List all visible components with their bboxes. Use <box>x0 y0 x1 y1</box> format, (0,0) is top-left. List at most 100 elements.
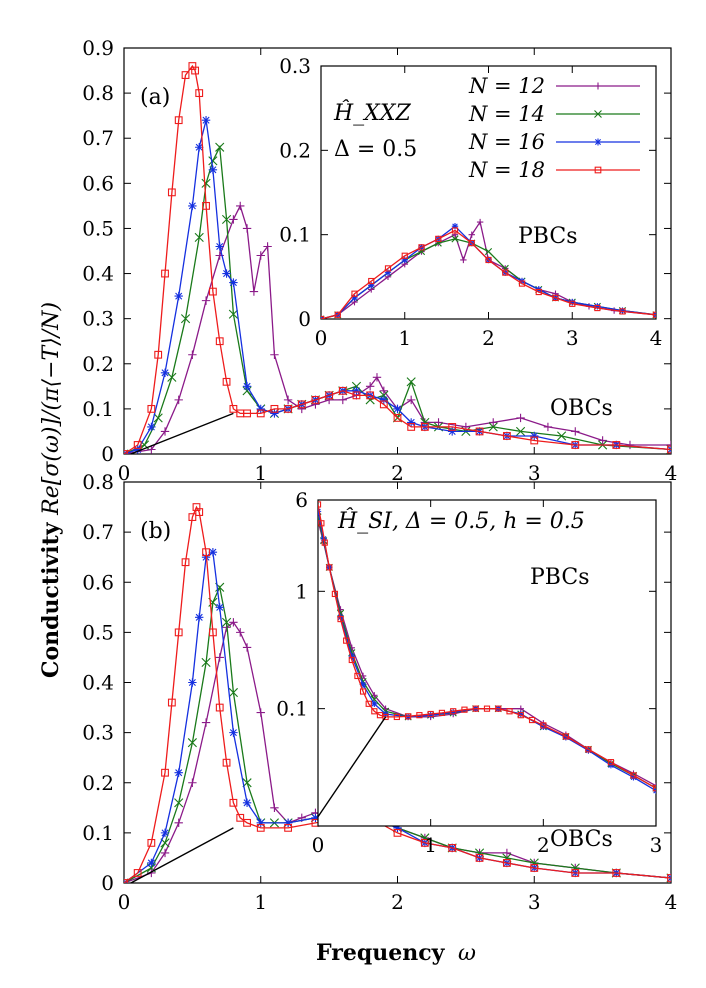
a-main-point <box>352 391 361 400</box>
b-inset-point <box>517 712 524 719</box>
a-main-point <box>488 422 498 432</box>
b-main-ytick-label: 0.1 <box>82 821 114 845</box>
a-main-point <box>228 309 238 319</box>
b-inset-xtick-label: 3 <box>650 833 663 857</box>
b-inset-series-group <box>318 501 656 794</box>
a-main-point <box>201 115 211 125</box>
b-inset-frame <box>317 499 657 827</box>
a-main-point <box>208 165 218 174</box>
legend-entry-marker <box>594 138 602 146</box>
b-main-point <box>147 838 156 847</box>
b-inset-point <box>348 656 355 664</box>
b-main-point <box>160 828 170 838</box>
a-main-point <box>167 188 176 197</box>
a-main-point <box>174 291 183 301</box>
b-main-ytick-label: 0.8 <box>82 470 114 494</box>
a-inset-point <box>460 256 467 264</box>
a-inset-point <box>652 311 656 318</box>
a-main-point <box>195 143 204 152</box>
b-main-point <box>393 828 402 837</box>
a-main-point <box>530 431 539 441</box>
b-main-point <box>174 798 184 808</box>
b-inset-point <box>393 713 400 721</box>
a-main-point <box>502 432 511 440</box>
panel-a-label: (a) <box>140 85 170 110</box>
b-main-point <box>284 823 293 832</box>
a-main-point <box>236 201 245 211</box>
b-inset-point <box>450 709 457 716</box>
b-main-point <box>215 653 224 662</box>
b-inset-xtick-label: 2 <box>537 833 550 857</box>
a-main-point <box>448 427 457 436</box>
a-inset-point <box>368 282 375 289</box>
a-main-point <box>201 296 211 305</box>
a-main-xtick-label: 3 <box>528 461 541 485</box>
b-main-point <box>502 848 512 858</box>
b-main-point <box>228 687 238 698</box>
a-inset-point <box>384 265 392 272</box>
a-main-ytick-label: 0 <box>101 442 114 466</box>
a-main-point <box>612 441 621 449</box>
b-main-point <box>202 548 210 557</box>
a-main-xtick-label: 1 <box>254 461 267 485</box>
b-main-point <box>242 798 252 807</box>
a-main-ytick-label: 0.3 <box>82 307 114 331</box>
a-main-point <box>515 426 526 437</box>
a-main-point <box>338 395 347 405</box>
a-main-ytick-label: 0.4 <box>82 262 114 286</box>
a-inset-xtick-label: 0 <box>315 326 328 350</box>
a-main-point <box>208 156 218 166</box>
b-main-point <box>270 803 279 813</box>
a-main-point <box>256 251 265 260</box>
a-inset-point <box>468 231 475 238</box>
b-main-point <box>243 818 251 827</box>
a-main-point <box>242 224 252 233</box>
a-main-point <box>221 214 232 225</box>
b-main-point <box>174 818 183 828</box>
panel-a-connector-line <box>130 412 234 455</box>
a-inset-point <box>418 244 425 251</box>
b-main-point <box>133 869 142 877</box>
panel-a-inset-model-label: Ĥ_XXZ <box>333 99 412 126</box>
b-main-ytick-label: 0.3 <box>82 721 114 745</box>
b-inset-point <box>506 708 513 715</box>
b-inset-line-N18 <box>318 504 656 789</box>
a-inset-ytick-label: 0.2 <box>279 138 311 162</box>
legend-entry-label: N = 18 <box>468 158 545 182</box>
a-main-point <box>133 445 142 454</box>
a-main-point <box>379 390 389 400</box>
panel-b-inset-plot: 0 1 2 3 0.1 1 6 Ĥ_SI, Δ = 0.5, h = 0.5 PBCs <box>276 488 662 857</box>
b-main-point <box>502 859 511 867</box>
panel-b-obcs-label: OBCs <box>550 827 613 852</box>
b-inset-point <box>359 688 367 695</box>
b-main-ytick-label: 0.7 <box>82 520 114 544</box>
b-main-xtick-label: 3 <box>528 890 541 914</box>
a-inset-xtick-label: 3 <box>566 326 579 350</box>
b-inset-point <box>585 747 592 754</box>
a-main-point <box>530 436 539 445</box>
b-main-point <box>201 718 211 727</box>
b-inset-ytick-label: 0.1 <box>276 697 308 721</box>
b-main-point <box>188 678 197 687</box>
a-main-point <box>366 391 375 400</box>
panel-a-inset-param-label: Δ = 0.5 <box>334 137 417 162</box>
b-main-point <box>201 657 211 668</box>
b-inset-point <box>343 637 350 644</box>
b-main-point <box>147 858 156 868</box>
a-main-point <box>393 414 402 422</box>
a-main-point <box>571 441 580 449</box>
b-main-point <box>160 848 170 858</box>
a-main-point <box>311 395 320 404</box>
b-main-xtick-label: 2 <box>391 890 404 914</box>
a-main-point <box>242 386 252 396</box>
a-main-point <box>202 201 210 210</box>
b-inset-point <box>321 539 328 546</box>
a-inset-point <box>502 269 509 276</box>
b-main-point <box>187 738 197 748</box>
a-main-ytick-label: 0.7 <box>82 126 114 150</box>
b-main-series-group <box>124 503 671 883</box>
b-main-point <box>256 818 265 828</box>
a-main-point <box>420 423 429 431</box>
a-main-point <box>406 395 416 405</box>
a-main-point <box>263 242 272 251</box>
